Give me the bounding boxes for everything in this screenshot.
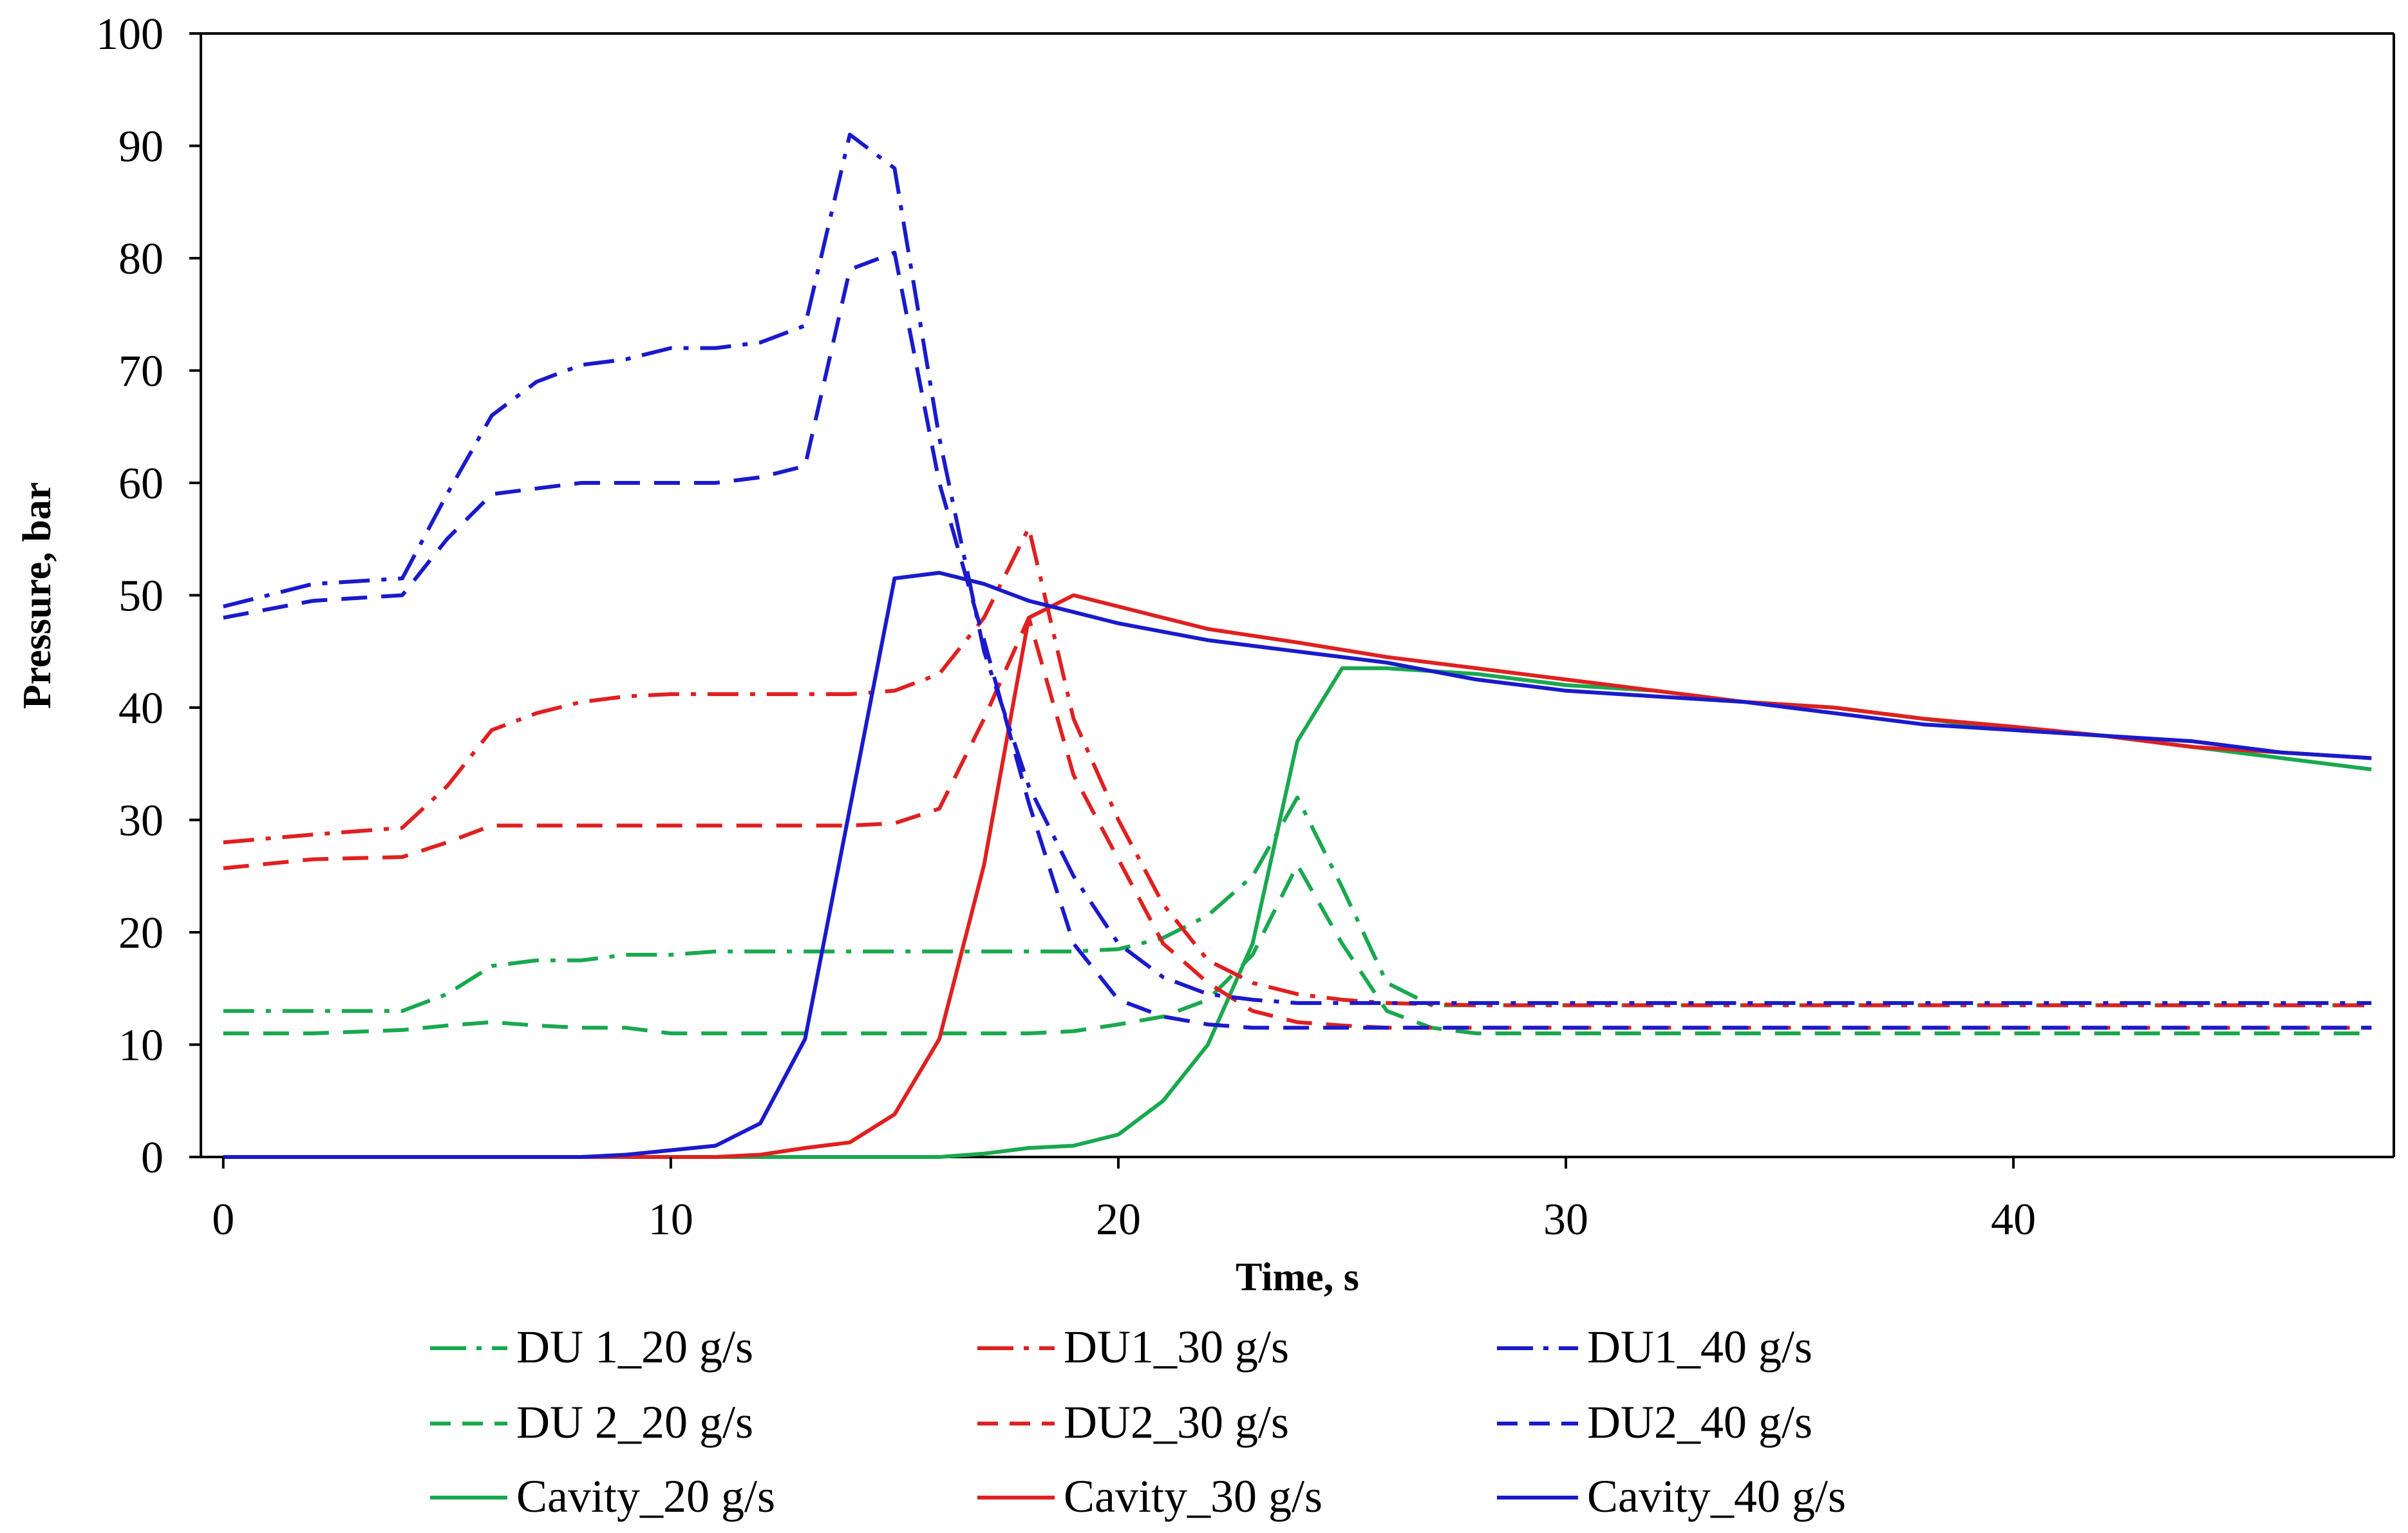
y-tick-label: 70 [118,347,164,397]
legend-label: DU 1_20 g/s [516,1321,753,1373]
legend-label: DU1_40 g/s [1587,1321,1812,1373]
series-line-du-2-20-g-s [223,863,2372,1035]
y-tick-label: 10 [118,1021,164,1071]
x-tick-label: 20 [1096,1195,1141,1245]
series-line-du1-30-g-s [223,525,2372,1008]
series-group [223,133,2372,1159]
x-tick-label: 10 [648,1195,693,1245]
series-line-cavity-40-g-s [223,570,2372,1159]
series-line-cavity-30-g-s [223,593,2372,1159]
x-axis-title: Time, s [1236,1256,1359,1299]
plot-area: 0 10 20 30 40 0 10 20 30 40 50 60 70 80 90 100 [96,10,2395,1245]
x-tick-label: 40 [1991,1195,2036,1245]
series-line-du-1-20-g-s [223,795,2372,1013]
y-axis-ticks: 0 10 20 30 40 50 60 70 80 90 100 [96,10,201,1183]
y-tick-label: 100 [96,10,164,59]
y-tick-label: 50 [118,572,164,621]
legend-label: DU1_30 g/s [1064,1321,1289,1373]
legend-label: Cavity_40 g/s [1587,1471,1846,1522]
y-tick-label: 30 [118,796,164,846]
series-line-du2-30-g-s [223,616,2372,1030]
y-tick-label: 90 [118,122,164,172]
x-tick-label: 0 [212,1195,234,1245]
y-tick-label: 0 [141,1133,164,1183]
y-tick-label: 80 [118,234,164,284]
x-tick-label: 30 [1543,1195,1588,1245]
series-line-du1-40-g-s [223,133,2372,1005]
x-axis-ticks: 0 10 20 30 40 [212,1157,2036,1245]
y-axis-title: Pressure, bar [15,482,59,709]
legend-label: Cavity_30 g/s [1064,1471,1322,1522]
legend: DU 1_20 g/s DU 2_20 g/s Cavity_20 g/s DU1_3… [430,1321,1846,1522]
series-line-cavity-20-g-s [223,666,2372,1159]
legend-label: DU2_40 g/s [1587,1397,1812,1448]
y-tick-label: 20 [118,908,164,958]
y-tick-label: 60 [118,459,164,509]
y-tick-label: 40 [118,684,164,733]
series-line-du2-40-g-s [223,250,2372,1030]
legend-label: Cavity_20 g/s [516,1471,775,1522]
legend-label: DU 2_20 g/s [516,1397,753,1448]
legend-label: DU2_30 g/s [1064,1397,1289,1448]
